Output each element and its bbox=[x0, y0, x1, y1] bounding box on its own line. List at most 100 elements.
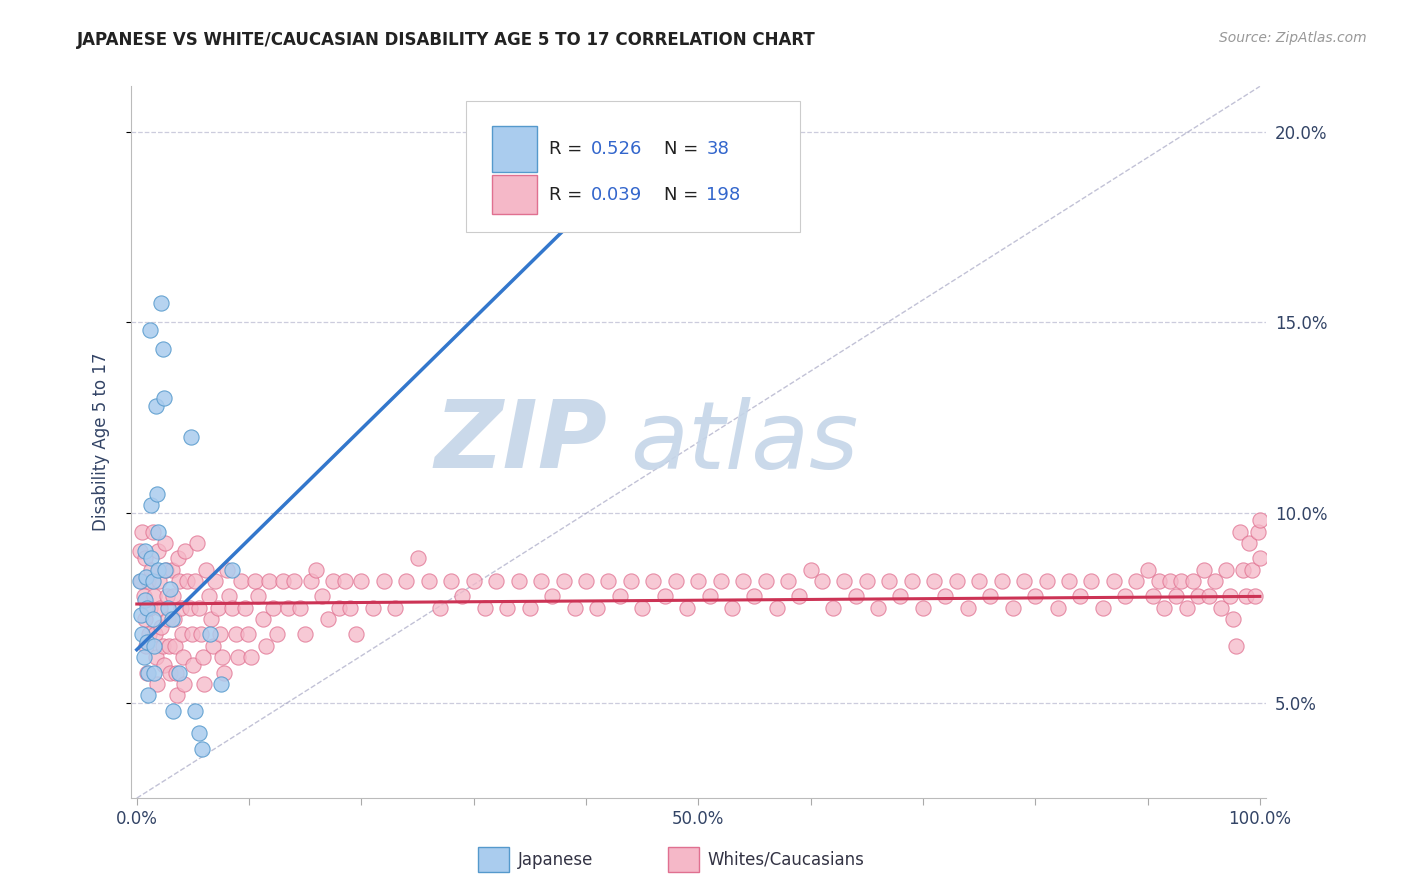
Point bbox=[1215, 563, 1237, 577]
Text: ZIP: ZIP bbox=[434, 396, 607, 488]
Point bbox=[643, 574, 665, 589]
Point bbox=[271, 574, 294, 589]
Point bbox=[922, 574, 945, 589]
Point bbox=[202, 639, 225, 653]
Point bbox=[146, 677, 169, 691]
Y-axis label: Disability Age 5 to 17: Disability Age 5 to 17 bbox=[93, 353, 110, 532]
Point bbox=[259, 574, 281, 589]
Point bbox=[159, 665, 181, 680]
Point bbox=[193, 677, 215, 691]
Point bbox=[169, 600, 191, 615]
Point bbox=[191, 650, 214, 665]
Point bbox=[184, 704, 207, 718]
Point bbox=[134, 593, 156, 607]
Point bbox=[1164, 590, 1187, 604]
Point bbox=[277, 600, 299, 615]
Text: 0.039: 0.039 bbox=[591, 186, 641, 203]
Point bbox=[211, 650, 233, 665]
Bar bbox=[492, 126, 537, 172]
Point bbox=[1136, 563, 1159, 577]
Point bbox=[186, 536, 208, 550]
Point bbox=[136, 689, 159, 703]
Point bbox=[141, 574, 163, 589]
Point bbox=[654, 590, 676, 604]
Text: JAPANESE VS WHITE/CAUCASIAN DISABILITY AGE 5 TO 17 CORRELATION CHART: JAPANESE VS WHITE/CAUCASIAN DISABILITY A… bbox=[77, 31, 815, 49]
Point bbox=[451, 590, 474, 604]
Point bbox=[142, 590, 165, 604]
Point bbox=[866, 600, 889, 615]
Point bbox=[150, 620, 173, 634]
Point bbox=[1222, 612, 1244, 626]
Point bbox=[299, 574, 322, 589]
Point bbox=[136, 574, 159, 589]
Point bbox=[132, 650, 155, 665]
Point bbox=[169, 574, 191, 589]
Point bbox=[911, 600, 934, 615]
Point bbox=[141, 498, 163, 512]
Point bbox=[1001, 600, 1024, 615]
Point bbox=[979, 590, 1001, 604]
Point bbox=[218, 590, 240, 604]
Point bbox=[145, 650, 167, 665]
Point bbox=[135, 600, 157, 615]
Text: R =: R = bbox=[548, 186, 588, 203]
Text: N =: N = bbox=[664, 140, 704, 158]
Point bbox=[1175, 600, 1198, 615]
Point bbox=[1198, 590, 1220, 604]
Point bbox=[166, 689, 188, 703]
Point bbox=[519, 600, 541, 615]
Point bbox=[294, 627, 316, 641]
Point bbox=[198, 627, 221, 641]
Point bbox=[129, 574, 152, 589]
Point bbox=[1069, 590, 1091, 604]
Point bbox=[856, 574, 879, 589]
Point bbox=[665, 574, 688, 589]
Point bbox=[395, 574, 418, 589]
Point bbox=[877, 574, 900, 589]
Point bbox=[1024, 590, 1046, 604]
Point bbox=[1153, 600, 1175, 615]
Point bbox=[156, 590, 179, 604]
Point bbox=[209, 677, 232, 691]
Point bbox=[129, 574, 152, 589]
Point bbox=[160, 563, 183, 577]
Point bbox=[1229, 524, 1251, 539]
Point bbox=[191, 741, 214, 756]
Point bbox=[1219, 590, 1241, 604]
Point bbox=[1012, 574, 1035, 589]
Point bbox=[134, 551, 156, 566]
Point bbox=[283, 574, 305, 589]
Point bbox=[146, 563, 169, 577]
Point bbox=[134, 612, 156, 626]
Point bbox=[266, 627, 288, 641]
Point bbox=[384, 600, 406, 615]
Point bbox=[333, 574, 356, 589]
Point bbox=[252, 612, 274, 626]
Point bbox=[845, 590, 868, 604]
Point bbox=[322, 574, 344, 589]
Point bbox=[945, 574, 967, 589]
Point bbox=[247, 590, 270, 604]
Point bbox=[169, 665, 191, 680]
Point bbox=[142, 639, 165, 653]
Point bbox=[889, 590, 911, 604]
Point bbox=[1204, 574, 1226, 589]
Point bbox=[1114, 590, 1136, 604]
Point bbox=[155, 563, 177, 577]
Text: Japanese: Japanese bbox=[517, 851, 593, 869]
Point bbox=[157, 612, 180, 626]
Point bbox=[699, 590, 721, 604]
Point bbox=[187, 726, 209, 740]
Point bbox=[328, 600, 350, 615]
Point bbox=[157, 600, 180, 615]
Point bbox=[167, 551, 190, 566]
Point bbox=[1091, 600, 1114, 615]
Point bbox=[586, 600, 609, 615]
Point bbox=[990, 574, 1012, 589]
Point bbox=[1057, 574, 1080, 589]
Point bbox=[200, 612, 222, 626]
Text: 0.526: 0.526 bbox=[591, 140, 643, 158]
Point bbox=[1080, 574, 1102, 589]
Point bbox=[165, 665, 187, 680]
Point bbox=[496, 600, 519, 615]
